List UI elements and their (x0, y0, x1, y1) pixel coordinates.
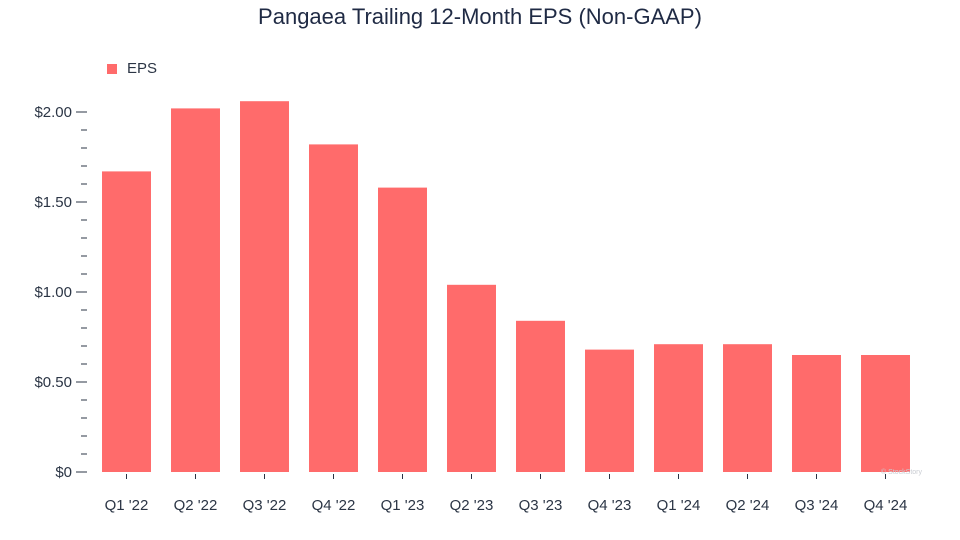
x-tick-label: Q4 '22 (312, 497, 356, 514)
bar (861, 355, 910, 472)
bar (240, 101, 289, 472)
bar (102, 171, 151, 472)
y-tick-label: $2.00 (34, 104, 72, 121)
y-tick-label: $1.00 (34, 284, 72, 301)
x-tick-label: Q4 '23 (588, 497, 632, 514)
x-tick-label: Q3 '24 (795, 497, 839, 514)
x-tick-label: Q1 '23 (381, 497, 425, 514)
bar (516, 320, 565, 472)
x-tick-label: Q2 '23 (450, 497, 494, 514)
x-tick-label: Q3 '22 (243, 497, 287, 514)
bar (171, 108, 220, 473)
watermark-text: © StockStory (881, 468, 922, 476)
y-tick-label: $0.50 (34, 374, 72, 391)
bar (723, 344, 772, 472)
x-tick-label: Q4 '24 (864, 497, 908, 514)
x-tick-label: Q1 '24 (657, 497, 701, 514)
x-tick-label: Q2 '24 (726, 497, 770, 514)
bar (654, 344, 703, 472)
bar (585, 349, 634, 472)
legend: EPS (107, 60, 157, 77)
legend-swatch (107, 63, 117, 74)
bar (309, 144, 358, 472)
chart-title: Pangaea Trailing 12-Month EPS (Non-GAAP) (258, 4, 702, 29)
bar (378, 187, 427, 472)
legend-label: EPS (127, 60, 158, 77)
y-tick-label: $1.50 (34, 194, 72, 211)
x-tick-label: Q3 '23 (519, 497, 563, 514)
bar (792, 355, 841, 472)
x-tick-label: Q1 '22 (105, 497, 149, 514)
y-tick-label: $0 (55, 464, 72, 481)
bar (447, 284, 496, 472)
x-tick-label: Q2 '22 (174, 497, 218, 514)
